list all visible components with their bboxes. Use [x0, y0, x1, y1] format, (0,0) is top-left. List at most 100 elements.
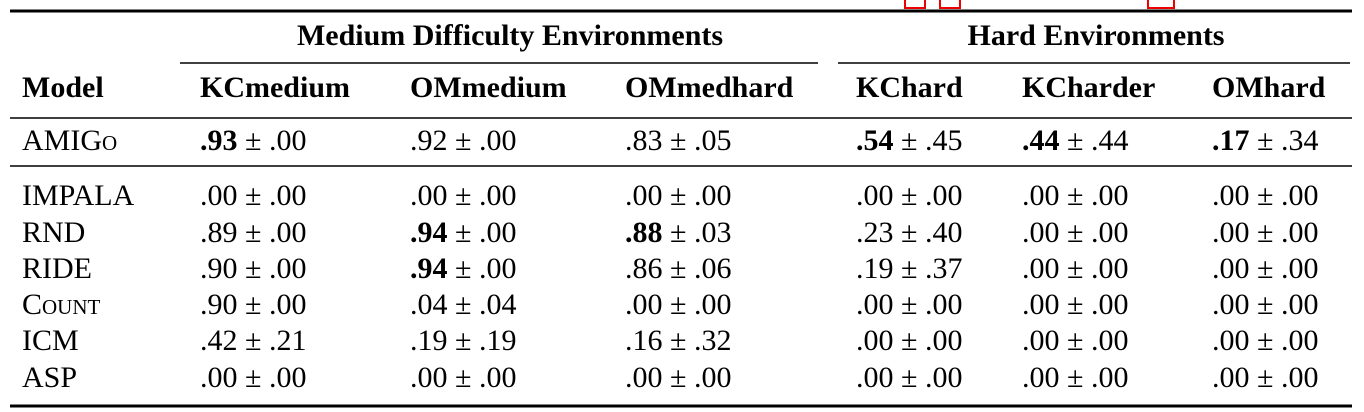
result-cell: .00 ± .00	[625, 179, 731, 212]
std: ± .45	[894, 124, 963, 157]
std: ± .00	[238, 179, 307, 212]
std: ± .00	[1060, 216, 1129, 249]
mean: .00	[1022, 216, 1060, 249]
std: ± .34	[1250, 124, 1319, 157]
mean: .00	[856, 288, 894, 321]
mean: .90	[200, 252, 238, 285]
result-cell: .00 ± .00	[1212, 216, 1318, 249]
result-cell: .54 ± .45	[856, 124, 962, 157]
std: ± .00	[1250, 216, 1319, 249]
mean: .00	[625, 179, 663, 212]
mean: .19	[856, 252, 894, 285]
group-header: Hard Environments	[968, 19, 1225, 52]
result-cell: .00 ± .00	[410, 361, 516, 394]
result-cell: .19 ± .37	[856, 252, 962, 285]
mean: .54	[856, 124, 894, 157]
std: ± .19	[448, 324, 517, 357]
mean: .88	[625, 216, 663, 249]
std: ± .00	[448, 216, 517, 249]
result-cell: .44 ± .44	[1022, 124, 1128, 157]
std: ± .00	[663, 361, 732, 394]
citation-box	[939, 0, 961, 9]
model-name: ICM	[22, 324, 79, 357]
model-name: AMIGo	[22, 124, 117, 157]
mean: .00	[1212, 179, 1250, 212]
result-cell: .19 ± .19	[410, 324, 516, 357]
mean: .00	[1212, 361, 1250, 394]
group-header: Medium Difficulty Environments	[297, 19, 723, 52]
std: ± .40	[894, 216, 963, 249]
std: ± .21	[238, 324, 307, 357]
result-cell: .00 ± .00	[625, 288, 731, 321]
result-cell: .00 ± .00	[856, 361, 962, 394]
model-name: Count	[22, 288, 101, 321]
result-cell: .83 ± .05	[625, 124, 731, 157]
mean: .00	[1212, 252, 1250, 285]
result-cell: .00 ± .00	[1022, 361, 1128, 394]
mean: .00	[856, 324, 894, 357]
mean: .44	[1022, 124, 1060, 157]
result-cell: .93 ± .00	[200, 124, 306, 157]
result-cell: .16 ± .32	[625, 324, 731, 357]
std: ± .00	[1060, 179, 1129, 212]
result-cell: .89 ± .00	[200, 216, 306, 249]
mean: .00	[1212, 324, 1250, 357]
std: ± .00	[448, 361, 517, 394]
std: ± .00	[238, 252, 307, 285]
result-cell: .00 ± .00	[1022, 288, 1128, 321]
std: ± .05	[663, 124, 732, 157]
std: ± .00	[1250, 179, 1319, 212]
citation-box	[904, 0, 926, 9]
std: ± .00	[448, 124, 517, 157]
result-cell: .00 ± .00	[856, 324, 962, 357]
result-cell: .00 ± .00	[1212, 179, 1318, 212]
std: ± .03	[663, 216, 732, 249]
std: ± .00	[238, 361, 307, 394]
mean: .00	[1212, 216, 1250, 249]
model-name: RIDE	[22, 252, 92, 285]
mean: .00	[1022, 361, 1060, 394]
mean: .04	[410, 288, 448, 321]
mean: .17	[1212, 124, 1250, 157]
result-cell: .00 ± .00	[1212, 361, 1318, 394]
std: ± .00	[1060, 288, 1129, 321]
result-cell: .00 ± .00	[1022, 324, 1128, 357]
result-cell: .00 ± .00	[856, 179, 962, 212]
result-cell: .00 ± .00	[1022, 252, 1128, 285]
mean: .00	[200, 179, 238, 212]
std: ± .00	[1060, 252, 1129, 285]
result-cell: .00 ± .00	[856, 288, 962, 321]
result-cell: .94 ± .00	[410, 252, 516, 285]
result-cell: .00 ± .00	[1022, 179, 1128, 212]
result-cell: .00 ± .00	[1022, 216, 1128, 249]
mean: .00	[856, 361, 894, 394]
column-header: OMhard	[1212, 71, 1326, 104]
mean: .00	[1022, 324, 1060, 357]
model-name: IMPALA	[22, 179, 135, 212]
std: ± .06	[663, 252, 732, 285]
mean: .86	[625, 252, 663, 285]
mean: .94	[410, 252, 448, 285]
std: ± .00	[894, 288, 963, 321]
mean: .00	[625, 361, 663, 394]
std: ± .00	[663, 288, 732, 321]
mean: .00	[410, 361, 448, 394]
result-cell: .42 ± .21	[200, 324, 306, 357]
std: ± .00	[1250, 324, 1319, 357]
std: ± .37	[894, 252, 963, 285]
std: ± .00	[894, 324, 963, 357]
std: ± .04	[448, 288, 517, 321]
std: ± .00	[238, 124, 307, 157]
result-cell: .00 ± .00	[200, 361, 306, 394]
std: ± .00	[448, 252, 517, 285]
column-header: OMmedium	[410, 71, 567, 104]
mean: .00	[1022, 288, 1060, 321]
mean: .00	[625, 288, 663, 321]
std: ± .00	[448, 179, 517, 212]
mean: .23	[856, 216, 894, 249]
result-cell: .00 ± .00	[1212, 288, 1318, 321]
std: ± .00	[1250, 361, 1319, 394]
model-name: RND	[22, 216, 85, 249]
mean: .94	[410, 216, 448, 249]
